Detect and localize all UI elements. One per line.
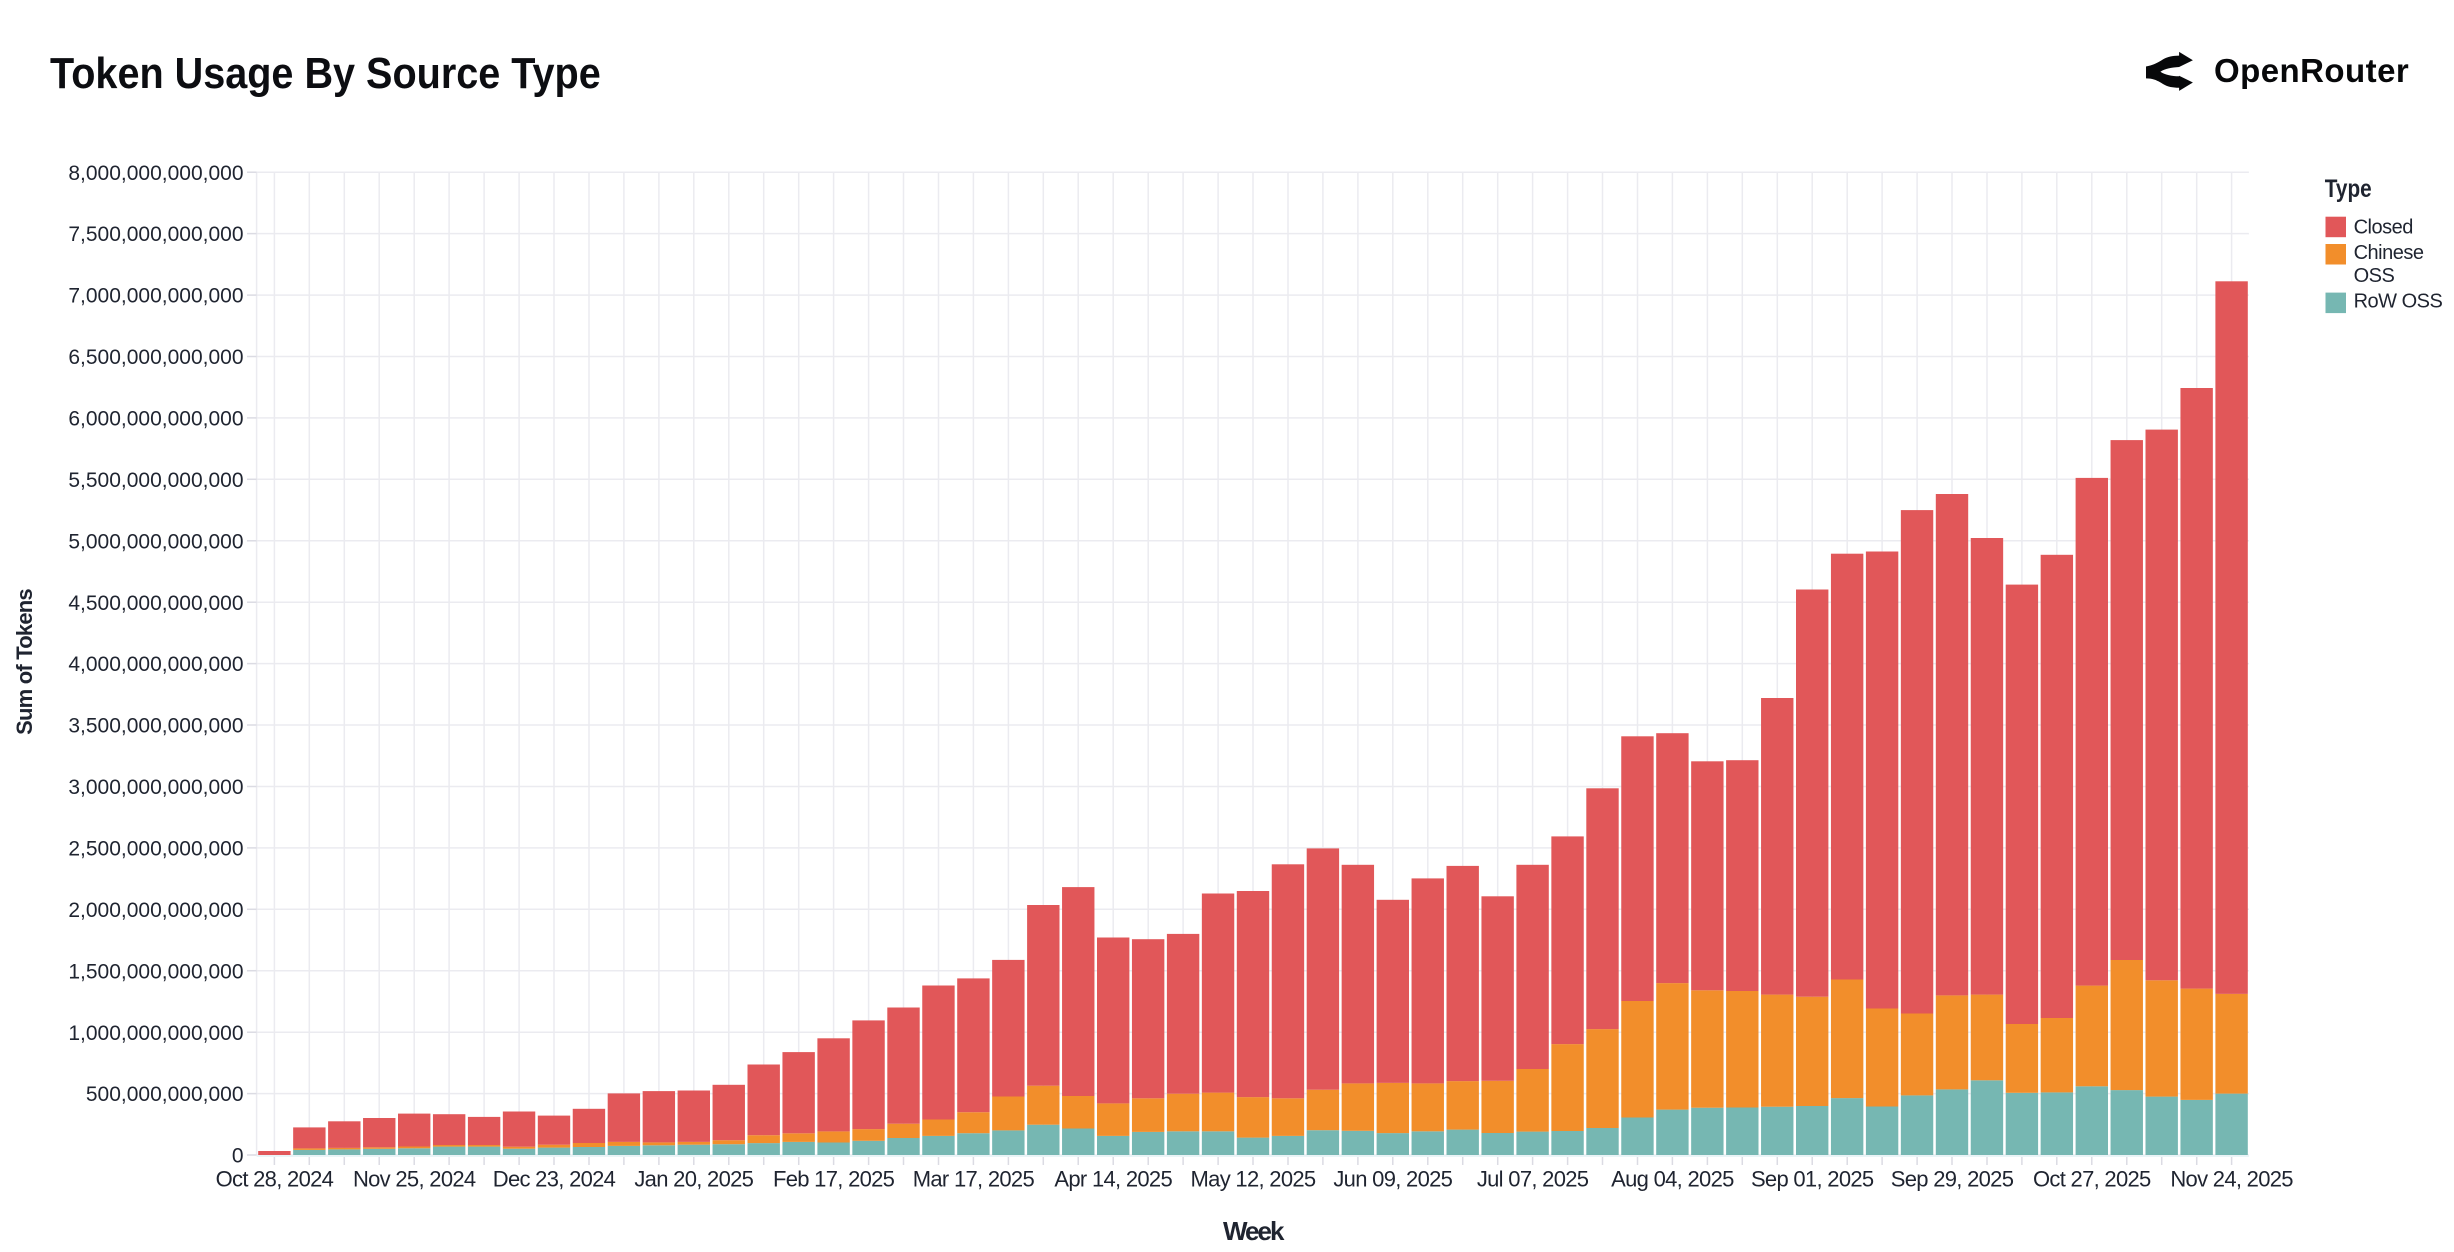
svg-text:5,000,000,000,000: 5,000,000,000,000 <box>68 530 243 553</box>
svg-text:7,000,000,000,000: 7,000,000,000,000 <box>68 285 243 308</box>
svg-text:Dec 23, 2024: Dec 23, 2024 <box>493 1167 616 1192</box>
svg-text:Feb 17, 2025: Feb 17, 2025 <box>773 1167 895 1192</box>
svg-text:5,500,000,000,000: 5,500,000,000,000 <box>68 469 243 492</box>
svg-text:Token Usage By Source Type: Token Usage By Source Type <box>50 48 601 97</box>
svg-text:500,000,000,000: 500,000,000,000 <box>86 1083 244 1106</box>
svg-text:Nov 24, 2025: Nov 24, 2025 <box>2170 1167 2293 1192</box>
svg-text:Week: Week <box>1223 1216 1285 1246</box>
svg-text:Type: Type <box>2325 174 2372 202</box>
svg-text:May 12, 2025: May 12, 2025 <box>1191 1167 1316 1192</box>
svg-text:Nov 25, 2024: Nov 25, 2024 <box>353 1167 476 1192</box>
svg-text:Sum of Tokens: Sum of Tokens <box>12 589 37 735</box>
svg-text:Sep 01, 2025: Sep 01, 2025 <box>1751 1167 1874 1192</box>
svg-text:7,500,000,000,000: 7,500,000,000,000 <box>68 223 243 246</box>
svg-text:OSS: OSS <box>2354 265 2395 287</box>
svg-text:1,500,000,000,000: 1,500,000,000,000 <box>68 960 243 983</box>
svg-text:Sep 29, 2025: Sep 29, 2025 <box>1891 1167 2014 1192</box>
svg-text:OpenRouter: OpenRouter <box>2214 52 2409 89</box>
svg-text:Jan 20, 2025: Jan 20, 2025 <box>634 1167 753 1192</box>
svg-text:1,000,000,000,000: 1,000,000,000,000 <box>68 1022 243 1045</box>
svg-text:6,000,000,000,000: 6,000,000,000,000 <box>68 408 243 431</box>
svg-text:Closed: Closed <box>2354 216 2413 238</box>
svg-text:Oct 28, 2024: Oct 28, 2024 <box>216 1167 334 1192</box>
svg-text:Chinese: Chinese <box>2354 242 2424 264</box>
svg-text:8,000,000,000,000: 8,000,000,000,000 <box>68 162 243 185</box>
svg-text:4,000,000,000,000: 4,000,000,000,000 <box>68 653 243 676</box>
svg-text:RoW OSS: RoW OSS <box>2354 291 2443 313</box>
svg-text:6,500,000,000,000: 6,500,000,000,000 <box>68 346 243 369</box>
svg-text:Aug 04, 2025: Aug 04, 2025 <box>1611 1167 1734 1192</box>
svg-text:3,000,000,000,000: 3,000,000,000,000 <box>68 776 243 799</box>
svg-text:4,500,000,000,000: 4,500,000,000,000 <box>68 592 243 615</box>
svg-text:3,500,000,000,000: 3,500,000,000,000 <box>68 715 243 738</box>
svg-text:Oct 27, 2025: Oct 27, 2025 <box>2033 1167 2151 1192</box>
svg-text:2,000,000,000,000: 2,000,000,000,000 <box>68 899 243 922</box>
svg-text:0: 0 <box>232 1145 244 1168</box>
svg-text:Jul 07, 2025: Jul 07, 2025 <box>1477 1167 1589 1192</box>
svg-text:Jun 09, 2025: Jun 09, 2025 <box>1333 1167 1452 1192</box>
svg-text:2,500,000,000,000: 2,500,000,000,000 <box>68 838 243 861</box>
svg-text:Mar 17, 2025: Mar 17, 2025 <box>913 1167 1035 1192</box>
svg-text:Apr 14, 2025: Apr 14, 2025 <box>1054 1167 1172 1192</box>
